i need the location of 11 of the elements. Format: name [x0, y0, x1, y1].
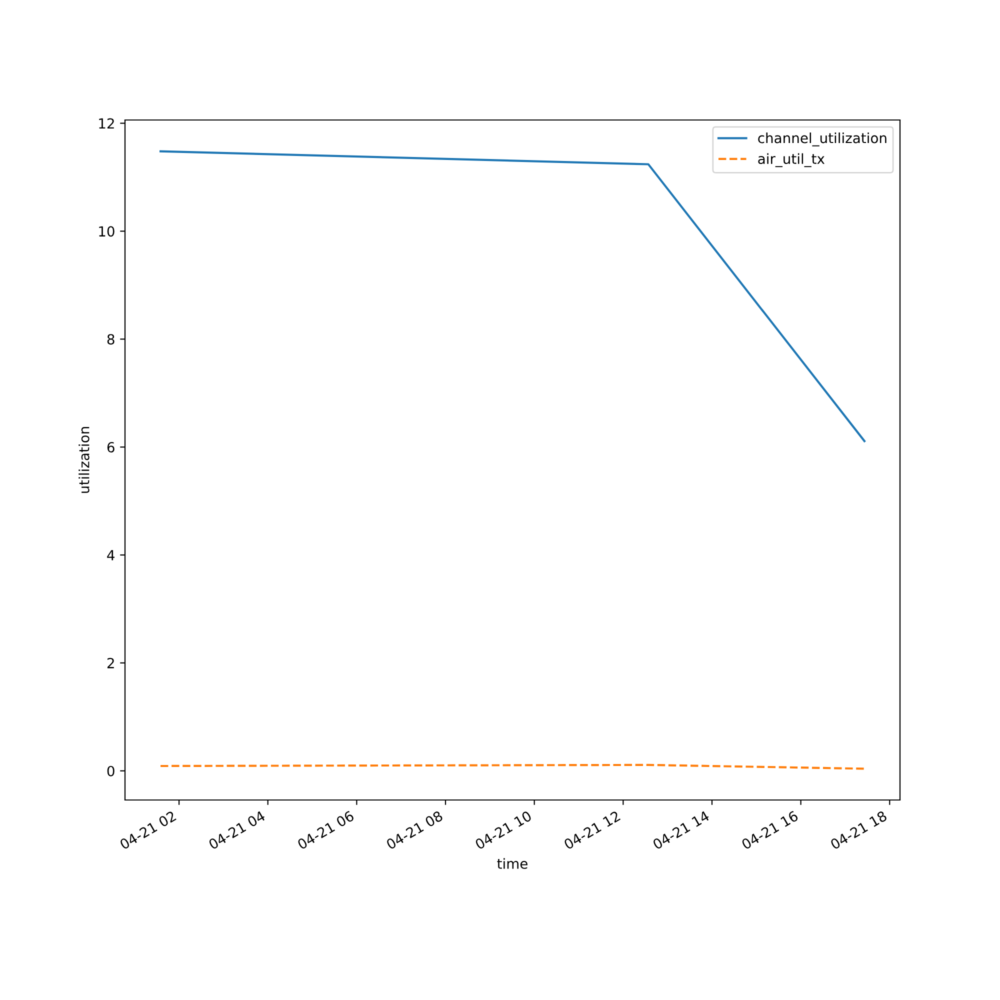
legend-label: channel_utilization — [758, 132, 886, 146]
y-tick-label: 0 — [107, 766, 114, 776]
y-axis-title: utilization — [78, 427, 90, 493]
y-tick-label: 12 — [99, 118, 114, 129]
y-tick-label: 10 — [99, 226, 114, 237]
legend-label: air_util_tx — [758, 153, 825, 168]
y-tick-label: 4 — [107, 550, 114, 560]
y-tick-label: 8 — [107, 334, 114, 345]
y-tick-label: 2 — [107, 658, 114, 668]
y-tick-label: 6 — [107, 442, 114, 453]
x-axis-title: time — [497, 858, 528, 869]
